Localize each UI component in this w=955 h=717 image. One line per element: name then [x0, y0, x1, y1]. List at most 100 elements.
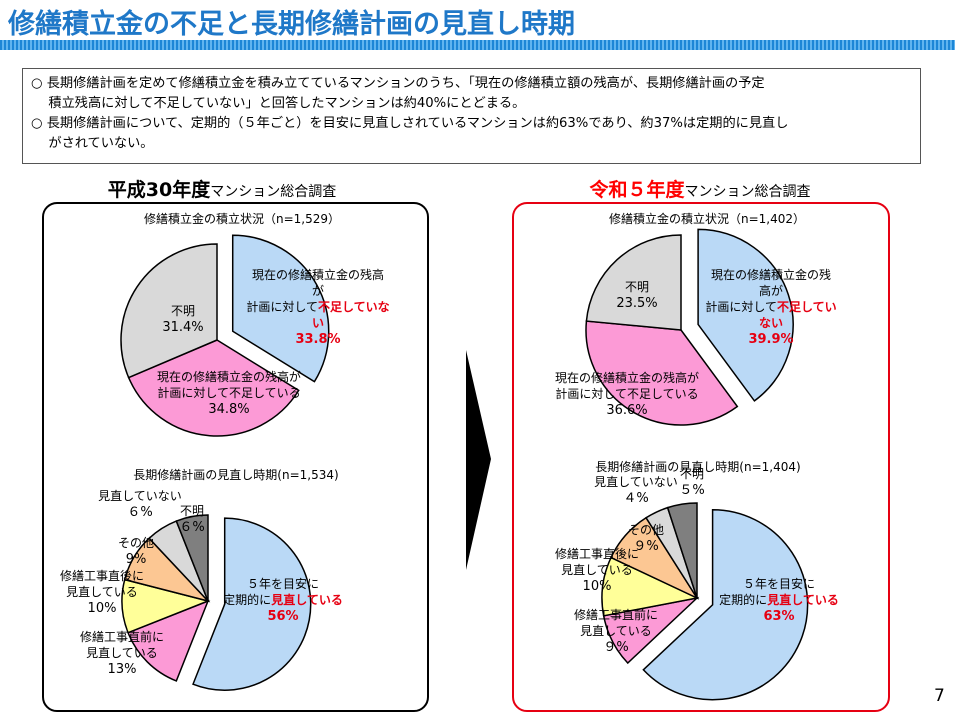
- slice-label-line: 不明: [171, 304, 195, 318]
- pie-slice: [127, 339, 300, 437]
- slice-value: ９%: [633, 539, 658, 554]
- left-heading-year: 平成30年度: [108, 178, 211, 201]
- pie-chart-funding-h30: 現在の修繕積立金の残高が計画に対して不足していない 33.8%現在の修繕積立金の残…: [120, 234, 390, 437]
- left-panel-heading: 平成30年度マンション総合調査: [108, 178, 336, 201]
- slice-label-line: ５年を目安に: [743, 576, 815, 591]
- slice-label-line: 定期的に: [223, 592, 271, 607]
- slice-label-line: 修繕工事直後に: [555, 546, 639, 561]
- pie-slice: [127, 599, 210, 682]
- pie-slice: [192, 517, 312, 691]
- slice-label: 修繕工事直後に見直している 10%: [60, 568, 144, 616]
- slice-label-line: 不足してい: [777, 300, 837, 314]
- slice-label: その他 ９%: [628, 523, 664, 554]
- slice-label-line: 不明: [680, 467, 704, 481]
- slice-value: ５%: [679, 483, 704, 498]
- page-title: 修繕積立金の不足と長期修繕計画の見直し時期: [8, 9, 575, 40]
- slice-label-line: 見直している: [766, 592, 839, 607]
- slice-label-line: ５年を目安に: [247, 576, 319, 591]
- slice-label-line: 見直している: [86, 646, 158, 660]
- slice-label: 現在の修繕積立金の残高が計画に対して不足していない 33.8%: [246, 267, 389, 347]
- slice-value: 56%: [267, 609, 298, 624]
- slice-value: ６%: [179, 520, 204, 535]
- slice-label: 不明 23.5%: [616, 280, 657, 311]
- slice-value: ６%: [127, 505, 152, 520]
- slice-value: 10%: [583, 579, 612, 594]
- summary-line: 積立残高に対して不足していない」と回答したマンションは約40%にとどまる。: [31, 96, 526, 111]
- slice-label-line: 計画に対して: [246, 299, 318, 314]
- chart-title: 修繕積立金の積立状況（n=1,529）: [144, 211, 340, 226]
- slice-label: 修繕工事直前に見直している 13%: [80, 629, 164, 677]
- slice-value: 36.6%: [606, 403, 647, 418]
- slice-value: 39.9%: [748, 332, 793, 347]
- slice-label: 見直していない ６%: [98, 489, 182, 520]
- slice-label-line: 修繕工事直前に: [80, 629, 164, 644]
- slice-label-line: 計画に対して: [705, 299, 777, 314]
- pie-slice: [175, 514, 209, 602]
- slice-label-line: 見直している: [66, 585, 138, 599]
- right-heading-survey: マンション総合調査: [685, 184, 811, 200]
- slice-value: ９%: [603, 640, 628, 655]
- slice-label: 現在の修繕積立金の残高が計画に対して不足していない 39.9%: [705, 267, 836, 347]
- slice-label-line: 高が: [759, 283, 783, 298]
- slice-label: 現在の修繕積立金の残高が計画に対して不足している 36.6%: [555, 370, 699, 418]
- right-heading-year: 令和５年度: [589, 178, 685, 201]
- slice-value: 31.4%: [162, 320, 203, 335]
- pie-slice: [231, 234, 330, 383]
- slice-label-line: 現在の修繕積立金の残高が: [555, 370, 699, 385]
- chart-title: 長期修繕計画の見直し時期(n=1,404): [595, 459, 800, 474]
- slice-label: 現在の修繕積立金の残高が計画に対して不足している 34.8%: [157, 369, 301, 417]
- slice-label-line: 見直していない: [98, 489, 182, 503]
- left-heading-survey: マンション総合調査: [210, 184, 336, 200]
- slice-label-line: が: [312, 283, 324, 298]
- pie-slice: [642, 509, 809, 701]
- slice-label-line: 不明: [180, 504, 204, 518]
- transition-arrow: [466, 350, 491, 570]
- pie-chart-review-h30: ５年を目安に定期的に見直している 56%修繕工事直前に見直している 13%修繕工事直…: [60, 489, 343, 691]
- slice-label-line: 不明: [625, 280, 649, 294]
- slice-label: 不明 ６%: [179, 504, 204, 535]
- slice-label: 不明 31.4%: [162, 304, 203, 335]
- slice-label-line: その他: [118, 536, 154, 550]
- slice-value: 10%: [88, 601, 117, 616]
- pie-slice: [585, 320, 739, 426]
- right-panel-heading: 令和５年度マンション総合調査: [589, 178, 810, 201]
- slice-label-line: い: [312, 316, 324, 330]
- title-underline-bar: [0, 40, 955, 50]
- summary-line: ○ 長期修繕計画について、定期的（５年ごと）を目安に見直しされているマンションは…: [31, 116, 789, 131]
- pie-chart-funding-r5: 現在の修繕積立金の残高が計画に対して不足していない 39.9%現在の修繕積立金の残…: [555, 228, 837, 426]
- slice-label-line: 計画に対して不足している: [555, 386, 698, 401]
- slice-label: 修繕工事直後に見直している 10%: [555, 546, 639, 594]
- slice-value: 23.5%: [616, 296, 657, 311]
- pie-slice: [697, 228, 794, 402]
- page-number: 7: [934, 686, 945, 706]
- slice-label-line: 見直している: [561, 563, 633, 577]
- slice-value: 33.8%: [295, 332, 340, 347]
- pie-slice: [666, 502, 698, 599]
- slice-label-line: 現在の修繕積立金の残: [711, 267, 831, 282]
- slice-value: ４%: [623, 491, 648, 506]
- slice-label-line: 修繕工事直前に: [574, 607, 658, 622]
- slice-label: 不明 ５%: [679, 467, 704, 498]
- slice-label-line: ない: [759, 316, 783, 330]
- slice-label: その他 9%: [118, 536, 154, 567]
- chart-title: 長期修繕計画の見直し時期(n=1,534): [133, 467, 338, 482]
- slice-value: 13%: [108, 662, 137, 677]
- slice-value: 63%: [763, 609, 794, 624]
- pie-slice: [120, 243, 218, 379]
- slice-label-line: 定期的に: [719, 592, 767, 607]
- slice-label-line: 計画に対して不足している: [157, 385, 300, 400]
- slice-label-line: 修繕工事直後に: [60, 568, 144, 583]
- slice-value: 34.8%: [208, 402, 249, 417]
- slice-label: 修繕工事直前に見直している ９%: [574, 607, 658, 655]
- slice-label-line: 不足していな: [318, 300, 390, 314]
- slice-label-line: 現在の修繕積立金の残高: [252, 267, 384, 282]
- slice-label: ５年を目安に定期的に見直している 63%: [719, 576, 839, 624]
- pie-slice: [585, 234, 682, 331]
- summary-line: がされていない。: [31, 136, 154, 151]
- slice-label-line: 見直していない: [594, 475, 678, 489]
- slice-label-line: 現在の修繕積立金の残高が: [157, 369, 301, 384]
- slice-label: 見直していない ４%: [594, 475, 678, 506]
- chart-title: 修繕積立金の積立状況（n=1,402）: [609, 211, 805, 226]
- slice-label-line: その他: [628, 523, 664, 537]
